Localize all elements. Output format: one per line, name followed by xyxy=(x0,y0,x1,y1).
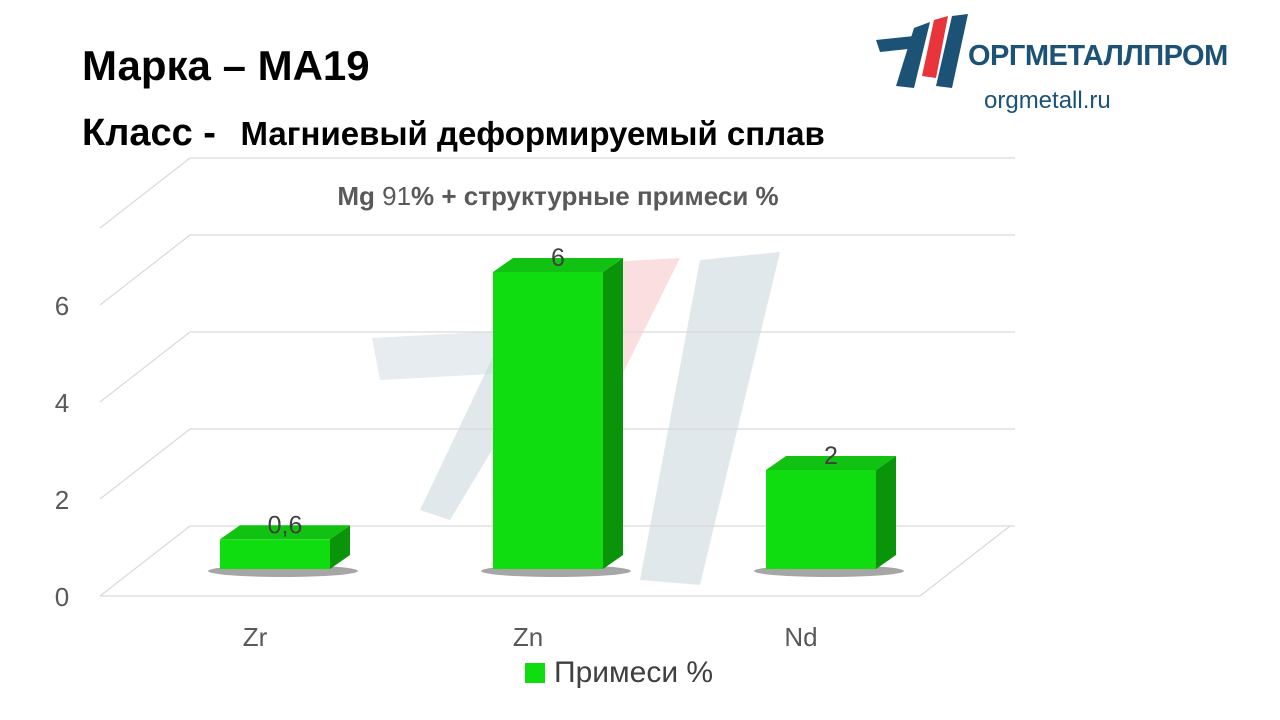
y-tick-label: 4 xyxy=(55,388,69,418)
logo-name: ОРГМЕТАЛЛПРОМ xyxy=(968,40,1228,72)
chart-title-value: 91 xyxy=(382,181,412,211)
bar-top xyxy=(493,258,623,272)
data-label: 2 xyxy=(824,442,838,470)
grade-line: Марка – МА19 xyxy=(82,42,370,90)
data-label: 0,6 xyxy=(268,511,303,539)
grid-line-floor-right xyxy=(919,525,1011,597)
grade-dash: – xyxy=(222,42,246,89)
grade-value: МА19 xyxy=(257,42,370,89)
x-tick-label: Zr xyxy=(243,622,268,652)
bar-top xyxy=(220,525,350,540)
bar-side xyxy=(330,525,350,569)
class-line: Класс - Магниевый деформируемый сплав xyxy=(82,112,825,155)
grid-line-side xyxy=(99,234,191,306)
bar-side xyxy=(876,456,896,569)
bar-top xyxy=(766,456,896,470)
bars xyxy=(208,258,904,577)
chart-title: Mg 91% + структурные примеси % xyxy=(0,181,1116,212)
bar-front xyxy=(220,539,330,569)
bar-front xyxy=(766,470,876,569)
x-tick-label: Zn xyxy=(513,622,543,652)
class-label: Класс - xyxy=(82,112,216,154)
chart-title-element: Mg xyxy=(337,181,375,211)
logo-site: orgmetall.ru xyxy=(984,87,1111,114)
bar-side xyxy=(603,258,623,569)
class-value: Магниевый деформируемый сплав xyxy=(240,115,825,152)
labels: 0 2 4 6 0,6 Zr 6 Zn 2 Nd xyxy=(55,244,838,652)
legend-swatch xyxy=(525,663,545,683)
y-tick-label: 2 xyxy=(55,485,69,515)
grid-line-side xyxy=(99,331,191,403)
legend: Примеси % xyxy=(525,656,713,690)
y-tick-label: 0 xyxy=(55,582,69,612)
grid-line-side-top xyxy=(99,157,191,229)
x-tick-label: Nd xyxy=(784,622,817,652)
chart-title-rest: % + структурные примеси % xyxy=(411,181,779,211)
grid-line-side xyxy=(99,525,191,597)
orgmetallprom-logo-icon xyxy=(876,14,968,88)
bar-front xyxy=(493,272,603,569)
y-tick-label: 6 xyxy=(55,291,69,321)
data-label: 6 xyxy=(551,244,565,272)
grade-label: Марка xyxy=(82,42,211,89)
grid-line-side xyxy=(99,428,191,500)
legend-label: Примеси % xyxy=(554,656,714,689)
